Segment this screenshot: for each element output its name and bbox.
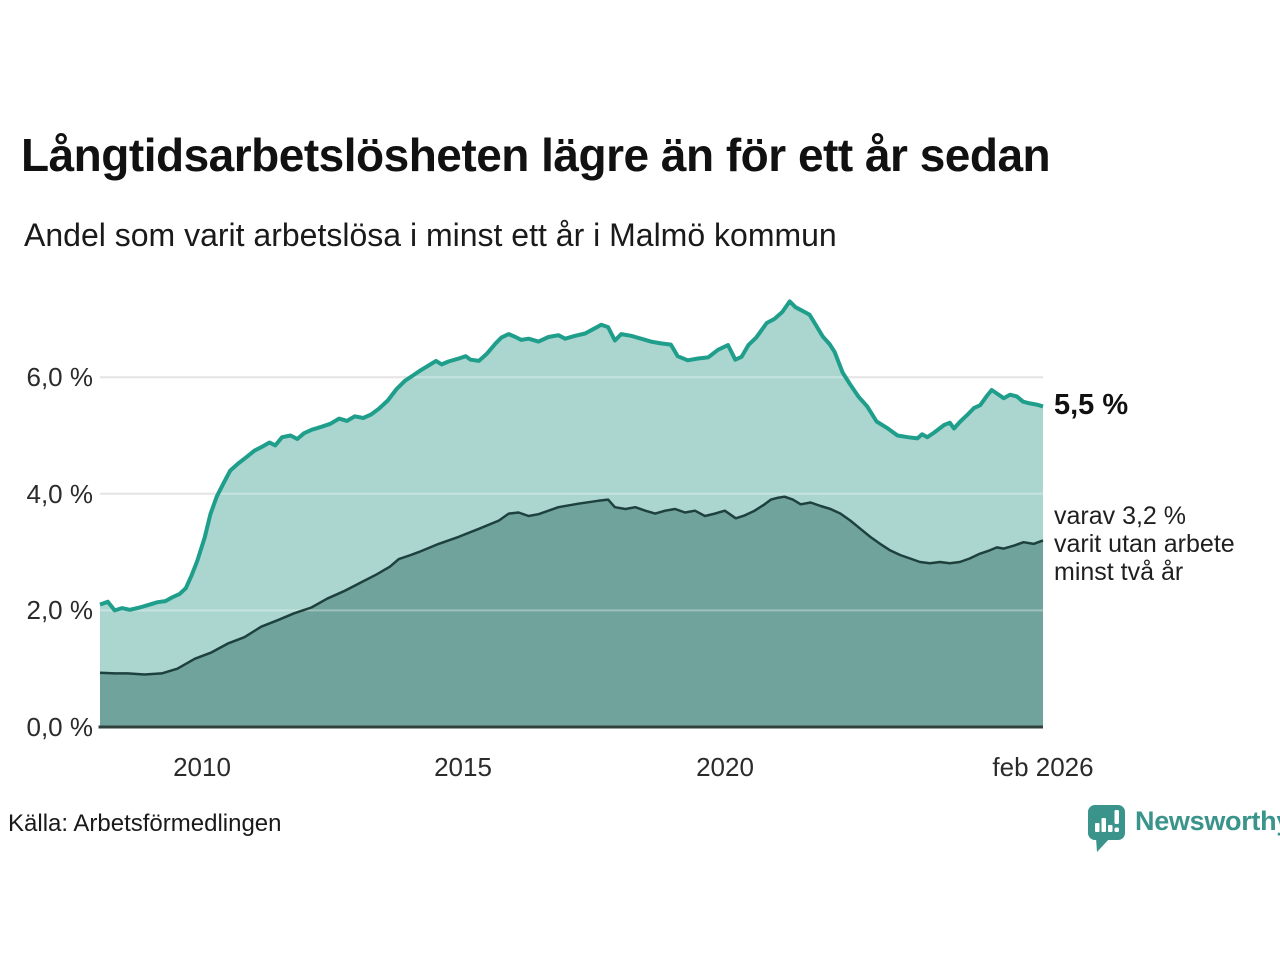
line-total	[99, 299, 1044, 613]
series-end-label-line: varav 3,2 %	[1054, 502, 1187, 530]
page-title: Långtidsarbetslösheten lägre än för ett …	[21, 129, 1051, 181]
page-subtitle: Andel som varit arbetslösa i minst ett å…	[24, 217, 837, 253]
series-end-label-two-years: varav 3,2 % varit utan arbete minst två …	[1054, 502, 1235, 586]
y-axis-tick-label: 4,0 %	[26, 479, 94, 509]
line-two-years	[99, 495, 1044, 676]
x-axis-tick-label: 2010	[173, 752, 231, 782]
brand-logo: Newsworthy	[1088, 803, 1280, 853]
series-end-label-total: 5,5 %	[1054, 389, 1129, 421]
y-axis-tick-label: 0,0 %	[26, 712, 94, 742]
brand-name: Newsworthy	[1135, 806, 1280, 836]
series-end-label-line: varit utan arbete	[1054, 530, 1235, 558]
x-axis-tick-label: feb 2026	[992, 752, 1094, 782]
x-axis-tick-label: 2015	[434, 752, 492, 782]
area-two-years	[100, 496, 1043, 727]
series-end-label-line: minst två år	[1054, 558, 1184, 586]
source-note: Källa: Arbetsförmedlingen	[8, 810, 282, 837]
x-axis-tick-label: 2020	[696, 752, 754, 782]
y-axis-tick-label: 6,0 %	[26, 362, 94, 392]
y-axis-tick-label: 2,0 %	[26, 595, 94, 625]
speech-bubble-bar-chart-icon	[1088, 805, 1125, 852]
